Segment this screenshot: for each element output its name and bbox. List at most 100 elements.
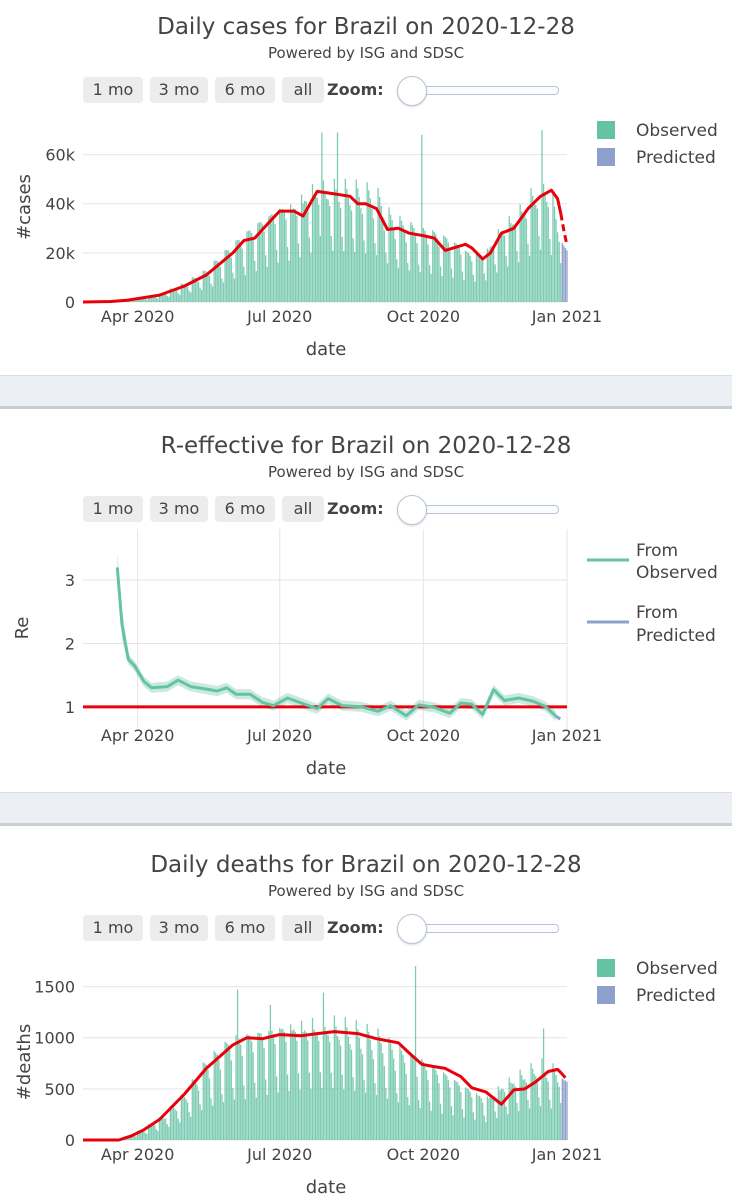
cases-observed-bar [411,224,414,302]
re-range-1mo-button[interactable]: 1 mo [83,496,143,522]
deaths-range-6mo-button[interactable]: 6 mo [215,915,275,941]
deaths-observed-bar [502,1088,504,1140]
re-legend[interactable]: From Observed From Predicted [587,541,718,646]
deaths-observed-bar [472,1112,474,1140]
deaths-observed-bar [455,1081,457,1140]
re-range-3mo-button[interactable]: 3 mo [150,496,208,522]
deaths-observed-bar [179,1122,181,1140]
cases-observed-bar [215,260,217,302]
re-legend-observed-label-line2[interactable]: Observed [636,563,718,583]
cases-range-1mo-button[interactable]: 1 mo [83,77,143,103]
cases-range-3mo-button[interactable]: 3 mo [150,77,208,103]
deaths-observed-bar [246,1034,248,1140]
deaths-y-tick-label: 1500 [34,978,75,997]
cases-observed-bar [279,208,281,302]
deaths-observed-bar [405,1073,407,1140]
deaths-legend-predicted-label[interactable]: Predicted [636,986,716,1006]
cases-observed-bar [446,238,448,302]
deaths-observed-bar [349,1044,351,1140]
cases-observed-bar [247,230,250,302]
re-range-6mo-button[interactable]: 6 mo [215,496,275,522]
cases-zoom-slider-handle[interactable] [397,76,427,106]
deaths-legend[interactable]: Observed Predicted [597,959,718,1006]
re-legend-predicted-label-line1[interactable]: From [636,603,678,623]
cases-observed-bar [522,216,524,302]
deaths-range-all-button[interactable]: all [282,915,324,941]
deaths-range-3mo-button[interactable]: 3 mo [150,915,208,941]
cases-observed-bar [169,288,172,302]
deaths-observed-bar [475,1093,478,1140]
deaths-observed-bar [389,1043,392,1140]
deaths-observed-bar [469,1091,471,1140]
re-zoom-slider-handle[interactable] [397,495,427,525]
deaths-observed-bar [510,1082,512,1140]
deaths-observed-bar [447,1079,449,1140]
cases-observed-bar [236,240,239,302]
cases-observed-bar [219,266,222,302]
cases-observed-bar [371,208,373,302]
deaths-legend-observed-label[interactable]: Observed [636,959,718,979]
deaths-range-1mo-button[interactable]: 1 mo [83,915,143,941]
cases-observed-bar [160,293,162,302]
cases-legend[interactable]: Observed Predicted [597,121,718,168]
cases-range-all-button[interactable]: all [282,77,324,103]
deaths-observed-bar [354,1090,356,1140]
deaths-observed-bar [297,1073,300,1140]
deaths-observed-bar [321,1087,323,1140]
cases-observed-bar [238,240,240,302]
deaths-zoom-slider-handle[interactable] [397,914,427,944]
deaths-observed-bar [327,1034,329,1140]
deaths-observed-bar [522,1079,524,1140]
deaths-observed-bar [235,1035,237,1140]
cases-observed-bar [375,255,378,302]
cases-observed-bar [174,289,176,302]
cases-y-tick-label: 0 [65,293,75,312]
cases-predicted-bar [563,245,565,302]
deaths-observed-bar [330,1072,332,1140]
cases-observed-bar [208,275,211,302]
cases-observed-bar [335,189,337,302]
deaths-observed-bar [166,1124,168,1140]
cases-observed-bar [197,281,200,302]
cases-observed-bar [544,192,546,302]
cases-observed-bar [539,249,542,302]
deaths-observed-bar [138,1130,140,1140]
cases-observed-bar [393,228,395,302]
cases-observed-bar [225,250,228,302]
cases-observed-bar [555,218,557,302]
deaths-observed-bar [158,1117,161,1140]
re-legend-predicted-label-line2[interactable]: Predicted [636,626,716,646]
cases-observed-bar [229,252,231,302]
cases-observed-bar [510,222,512,302]
cases-observed-bar [260,221,262,302]
cases-observed-bar [241,248,243,302]
cases-observed-bar [158,293,161,302]
deaths-observed-bar [135,1136,137,1140]
cases-observed-bar [521,211,523,302]
cases-observed-bar [436,238,439,302]
deaths-chart-subtitle: Powered by ISG and SDSC [267,882,465,900]
deaths-observed-bar [368,1031,370,1140]
cases-observed-bar [383,230,385,302]
cases-observed-bar [358,197,360,302]
deaths-observed-bar [146,1133,148,1140]
cases-range-6mo-button[interactable]: 6 mo [215,77,275,103]
deaths-observed-bar [329,1041,331,1140]
deaths-observed-bar [283,1031,286,1140]
deaths-observed-bar [336,1036,339,1140]
cases-observed-bar [252,239,254,302]
deaths-observed-bar [201,1110,203,1140]
cases-observed-bar [308,237,311,302]
cases-legend-predicted-label[interactable]: Predicted [636,148,716,168]
deaths-observed-bar [204,1063,206,1140]
cases-chart-title: Daily cases for Brazil on 2020-12-28 [157,14,575,40]
deaths-observed-bar [483,1115,485,1140]
deaths-observed-bar [533,1073,535,1140]
re-range-all-button[interactable]: all [282,496,324,522]
cases-observed-bar [477,255,479,302]
deaths-observed-bar [403,1062,406,1140]
re-legend-observed-label-line1[interactable]: From [636,541,678,561]
cases-legend-observed-label[interactable]: Observed [636,121,718,141]
deaths-observed-bar [268,1031,270,1140]
deaths-observed-bar [366,1023,368,1140]
